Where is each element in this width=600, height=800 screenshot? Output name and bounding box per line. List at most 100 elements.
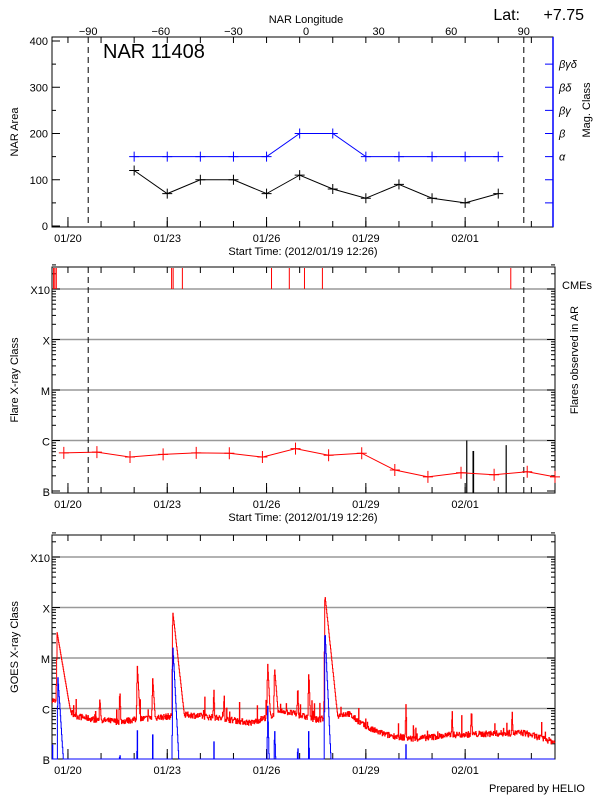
y-tick-label: 200 — [30, 129, 48, 141]
x-tick-label: 01/20 — [54, 499, 82, 511]
flare-class-point — [356, 447, 367, 460]
flare-class-point — [522, 465, 533, 478]
y-axis-label: NAR Area — [9, 107, 21, 157]
nar-area-point — [493, 188, 504, 199]
nar-area-point — [393, 179, 404, 190]
flare-class-point — [58, 446, 69, 459]
plot-frame — [51, 534, 556, 760]
footer-credit: Prepared by HELIO — [489, 783, 585, 795]
mag-class-tick-label: βγ — [558, 105, 572, 117]
mag-class-point — [129, 151, 140, 162]
x-tick-label: 02/01 — [451, 765, 479, 777]
longitude-tick-label: 0 — [303, 26, 309, 38]
nar-area-point — [360, 193, 371, 204]
nar-area-line — [133, 170, 499, 204]
mag-class-tick-label: βδ — [558, 82, 572, 94]
nar-area-point — [195, 174, 206, 185]
flare-class-point — [257, 451, 268, 464]
mag-class-line — [134, 133, 499, 158]
longitude-tick-label: 30 — [372, 26, 384, 38]
x-tick-label: 01/29 — [352, 765, 380, 777]
mag-class-point — [162, 151, 173, 162]
longitude-tick-label: −30 — [224, 26, 243, 38]
goes-short-channel-curve — [51, 635, 555, 760]
x-tick-label: 01/26 — [253, 499, 281, 511]
top-axis-label: NAR Longitude — [269, 14, 344, 26]
x-tick-label: 01/29 — [352, 233, 380, 245]
flare-class-point — [125, 451, 136, 464]
flare-class-point — [290, 442, 301, 455]
y-tick-label: 300 — [30, 82, 48, 94]
nar-area-point — [162, 188, 173, 199]
nar-area-point — [327, 184, 338, 194]
flare-class-point — [456, 466, 467, 479]
x-tick-label: 01/23 — [153, 765, 181, 777]
lat-label: Lat: — [493, 7, 520, 24]
flare-class-point — [422, 470, 433, 483]
flare-class-point — [224, 447, 235, 460]
mag-class-point — [460, 151, 471, 162]
nar-area-point — [460, 197, 471, 208]
x-tick-label: 02/01 — [451, 233, 479, 245]
y-tick-label: B — [43, 487, 50, 499]
mag-class-tick-label: β — [558, 129, 566, 141]
y2-axis-label: Flares observed in AR — [569, 306, 581, 414]
x-tick-label: 02/01 — [451, 499, 479, 511]
nar-area-point — [261, 188, 272, 199]
y-tick-label: C — [42, 705, 50, 717]
x-tick-label: 01/26 — [253, 233, 281, 245]
flare-class-point — [191, 446, 202, 459]
flare-class-point — [489, 468, 500, 481]
flare-class-point — [389, 464, 400, 477]
mag-class-point — [493, 151, 504, 162]
flare-class-point — [91, 446, 102, 459]
plot-frame — [51, 36, 554, 228]
y-tick-label: M — [41, 654, 50, 666]
flare-class-point — [550, 470, 560, 483]
y-axis-label: GOES X-ray Class — [9, 601, 21, 693]
y-tick-label: X — [43, 336, 51, 348]
flare-class-point — [158, 448, 169, 461]
mag-class-point — [294, 128, 305, 139]
mag-class-point — [228, 151, 239, 162]
flare-class-point — [323, 449, 334, 462]
mag-class-tick-label: α — [559, 152, 566, 164]
y-axis-label: Flare X-ray Class — [9, 337, 21, 422]
goes-xray-panel: B C M X X10 01/20 01/23 01/26 01/29 02/01 GOES X-r… — [9, 532, 556, 777]
mag-class-point — [327, 128, 338, 139]
nar-area-point — [427, 193, 438, 204]
mag-class-point — [360, 151, 371, 162]
mag-class-point — [427, 151, 438, 162]
plot-frame — [51, 266, 556, 494]
x-tick-label: 01/23 — [153, 233, 181, 245]
cme-label: CMEs — [562, 280, 592, 292]
y-tick-label: X10 — [30, 553, 50, 565]
goes-long-channel-curve — [51, 597, 556, 745]
flare-class-panel: B C M X X10 01/20 01/23 01/26 01/29 02/01 Start Ti… — [9, 264, 592, 524]
y-tick-label: C — [42, 437, 50, 449]
x-axis-label: Start Time: (2012/01/19 12:26) — [228, 512, 377, 524]
longitude-tick-label: 90 — [518, 26, 530, 38]
x-tick-label: 01/20 — [54, 233, 82, 245]
x-tick-label: 01/23 — [153, 499, 181, 511]
x-axis-label: Start Time: (2012/01/19 12:26) — [228, 246, 377, 258]
x-tick-label: 01/29 — [352, 499, 380, 511]
longitude-tick-label: −60 — [151, 26, 170, 38]
mag-class-point — [261, 151, 272, 162]
y-tick-label: M — [41, 386, 50, 398]
mag-class-point — [393, 151, 404, 162]
mag-class-point — [195, 151, 206, 162]
nar-area-panel: Lat: +7.75 NAR Longitude −90 −60 −30 0 30 60 90 01… — [9, 7, 593, 258]
longitude-tick-label: 60 — [445, 26, 457, 38]
y-tick-label: 100 — [30, 175, 48, 187]
longitude-tick-label: −90 — [79, 26, 98, 38]
nar-area-point — [294, 170, 305, 181]
nar-area-point — [129, 165, 140, 176]
mag-class-tick-label: βγδ — [558, 59, 578, 71]
x-tick-label: 01/20 — [54, 765, 82, 777]
y-tick-label: 400 — [30, 36, 48, 48]
lat-value: +7.75 — [544, 7, 585, 24]
flare-class-line — [63, 448, 556, 478]
nar-area-point — [228, 174, 239, 185]
